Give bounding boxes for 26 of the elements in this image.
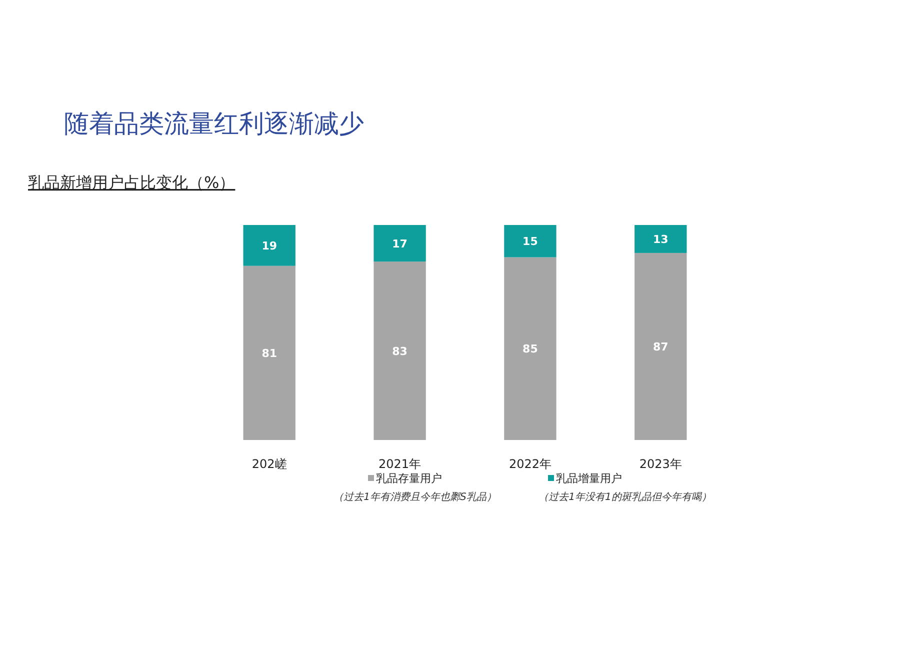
bar (504, 225, 556, 258)
data-label: 19 (262, 239, 278, 252)
legend-label: 乳品增量用户 (556, 472, 622, 485)
text: （过去1年没有1的斑乳品但今年有喝） (538, 491, 712, 503)
x-tick-label: 202嵯 (252, 457, 287, 471)
bar (243, 225, 296, 266)
data-label: 13 (652, 232, 668, 246)
bar (634, 252, 687, 440)
x-tick-label: 2023年 (639, 457, 682, 471)
data-label: 15 (522, 235, 538, 248)
chart-subtitle: 乳品新增用户占比变化（%） (28, 173, 236, 192)
x-tick-label: 2021年 (378, 457, 422, 471)
data-label: 85 (522, 342, 538, 356)
text: （过去1年有消费且今年也鄹S乳品） (334, 491, 496, 503)
bar (374, 262, 426, 440)
chart-title: 随着品类流量红利逐渐减少 (64, 109, 364, 138)
bar (243, 266, 296, 440)
data-label: 83 (392, 344, 408, 358)
data-label: 17 (392, 237, 408, 250)
bar (374, 225, 426, 262)
bar (634, 225, 687, 253)
legend-label: 乳品存量用户 (376, 472, 442, 485)
data-label: 87 (652, 340, 668, 354)
data-label: 81 (262, 346, 278, 360)
x-tick-label: 2022年 (508, 457, 552, 471)
bar (504, 257, 556, 440)
